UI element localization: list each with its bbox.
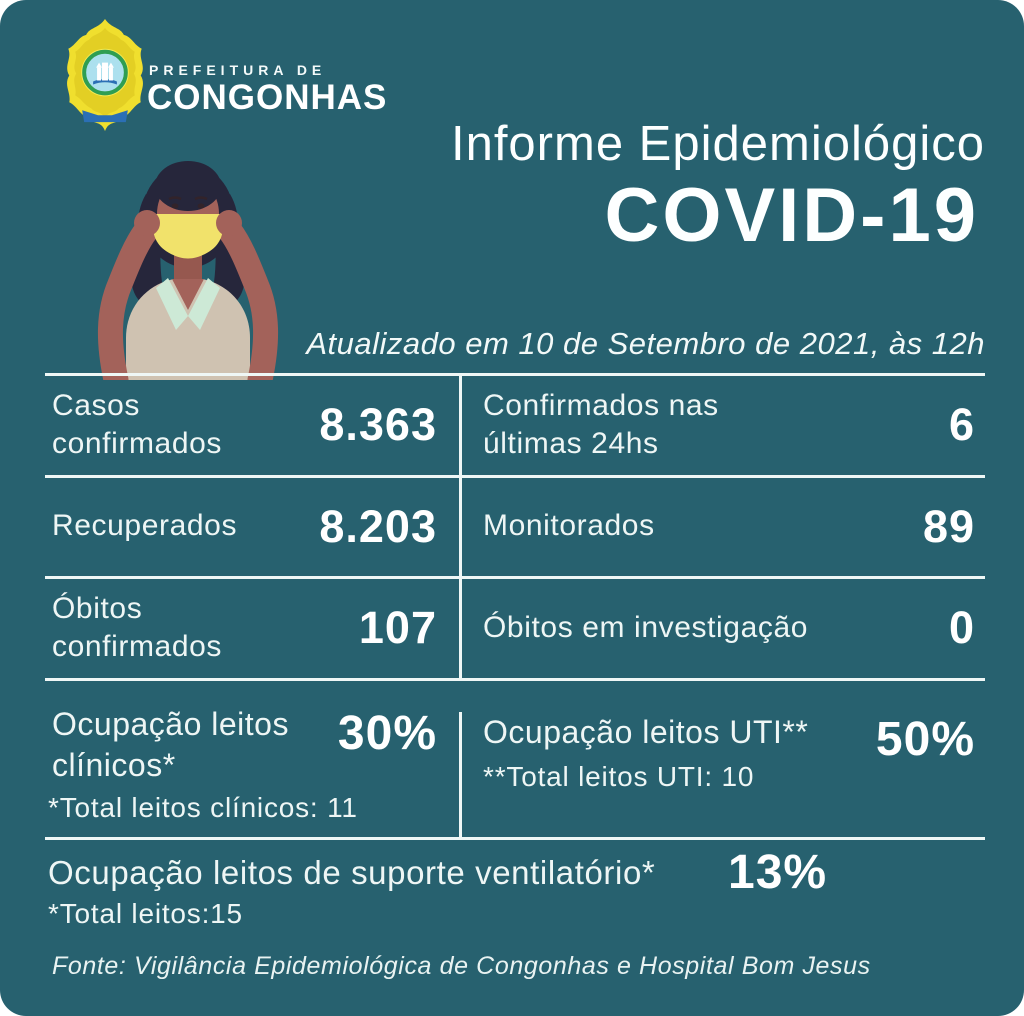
divider-row2 (45, 576, 985, 579)
crest-church-tower-left (97, 67, 102, 81)
stat-casos-confirmados: Casos confirmados 8.363 (52, 375, 437, 475)
stat-label: Recuperados (52, 509, 238, 543)
chest (172, 279, 204, 310)
torso-shirt (126, 279, 250, 380)
occupancy-footnote-uti: **Total leitos UTI: 10 (483, 760, 755, 792)
divider-column (459, 373, 462, 681)
covid-19-title: COVID-19 (604, 173, 979, 258)
right-eye (197, 203, 205, 209)
left-eyebrow (168, 196, 182, 201)
hair-front (155, 161, 221, 211)
crest-church-tower-right (108, 67, 113, 81)
occupancy-label-ventilatorio: Ocupação leitos de suporte ventilatório* (48, 854, 656, 891)
stat-recuperados: Recuperados 8.203 (52, 477, 437, 576)
occupancy-value-ventilatorio: 13% (728, 846, 828, 899)
page-title: Informe Epidemiológico (450, 117, 985, 171)
stat-confirmados-24hs: Confirmados nas últimas 24hs 6 (483, 375, 975, 475)
stat-value: 8.363 (319, 399, 437, 450)
occupancy-value: 30% (337, 707, 437, 760)
stat-label: Confirmados nas últimas 24hs (483, 388, 719, 460)
stat-obitos-confirmados: Óbitos confirmados 107 (52, 578, 437, 678)
left-arm (97, 218, 159, 380)
stat-value: 6 (948, 399, 975, 450)
divider-occupancy-column (459, 712, 462, 838)
updated-date-line: Atualizado em 10 de Setembro de 2021, às… (306, 326, 985, 361)
stat-value: 0 (948, 602, 975, 653)
source-line: Fonte: Vigilância Epidemiológica de Cong… (52, 952, 871, 980)
crest-water (93, 79, 117, 85)
woman-mask-illustration (97, 161, 279, 380)
right-hand (216, 210, 242, 236)
occupancy-label: Ocupação leitos UTI** (483, 714, 809, 750)
collar-left-lapel (156, 278, 188, 330)
face-mask (152, 214, 224, 259)
left-eye (171, 203, 179, 209)
divider-row1 (45, 475, 985, 478)
right-arm (217, 218, 279, 380)
congonhas-crest-logo (67, 18, 143, 132)
divider-row3 (45, 678, 985, 681)
stat-label: Monitorados (483, 509, 655, 543)
stat-value: 89 (922, 500, 975, 552)
logo-text-congonhas: CONGONHAS (147, 78, 388, 117)
occupancy-value: 50% (875, 713, 975, 766)
occupancy-footnote-clinicos: *Total leitos clínicos: 11 (48, 792, 358, 823)
left-hand (134, 210, 160, 236)
occupancy-label: Ocupação leitos clínicos* (52, 706, 289, 783)
crest-ribbon (82, 110, 128, 123)
logo-text-prefeitura: PREFEITURA DE (149, 62, 327, 78)
crest-church-nave (102, 62, 108, 81)
occupancy-leitos-clinicos: Ocupação leitos clínicos* 30% (52, 704, 437, 786)
collar-right-lapel (188, 278, 220, 330)
divider-top (45, 373, 985, 376)
stat-obitos-investigacao: Óbitos em investigação 0 (483, 578, 975, 678)
occupancy-footnote-ventilatorio: *Total leitos:15 (48, 898, 243, 929)
stat-label: Casos confirmados (52, 388, 223, 460)
stat-monitorados: Monitorados 89 (483, 477, 975, 576)
stat-label: Óbitos confirmados (52, 591, 223, 663)
stat-value: 8.203 (319, 500, 437, 552)
stat-label: Óbitos em investigação (483, 610, 809, 644)
right-eyebrow (194, 196, 208, 201)
occupancy-leitos-uti: Ocupação leitos UTI** **Total leitos UTI… (483, 712, 975, 793)
divider-occupancy-bottom (45, 837, 985, 840)
crest-church-spires (96, 62, 114, 68)
stat-value: 107 (358, 602, 437, 653)
